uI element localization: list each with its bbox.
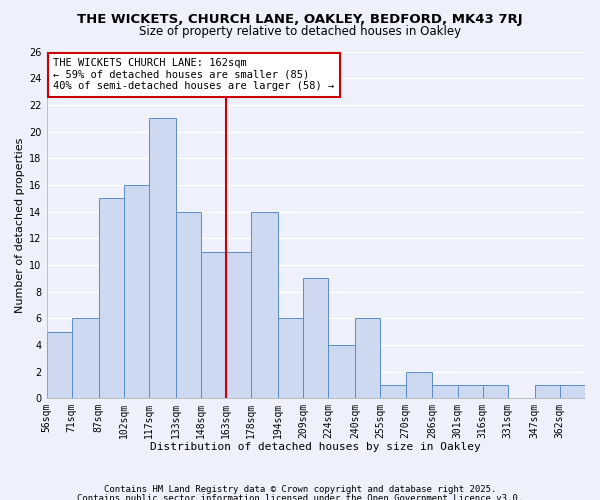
Text: Contains public sector information licensed under the Open Government Licence v3: Contains public sector information licen… bbox=[77, 494, 523, 500]
Text: THE WICKETS, CHURCH LANE, OAKLEY, BEDFORD, MK43 7RJ: THE WICKETS, CHURCH LANE, OAKLEY, BEDFOR… bbox=[77, 12, 523, 26]
Bar bbox=[47, 332, 71, 398]
Bar bbox=[251, 212, 278, 398]
Bar bbox=[176, 212, 201, 398]
Y-axis label: Number of detached properties: Number of detached properties bbox=[15, 137, 25, 312]
Bar bbox=[482, 385, 508, 398]
Bar bbox=[406, 372, 433, 398]
Bar bbox=[124, 185, 149, 398]
Bar bbox=[149, 118, 176, 398]
Bar bbox=[458, 385, 482, 398]
Bar bbox=[380, 385, 406, 398]
Bar bbox=[328, 345, 355, 398]
Bar bbox=[560, 385, 585, 398]
Bar bbox=[98, 198, 124, 398]
Bar bbox=[303, 278, 328, 398]
Bar bbox=[278, 318, 303, 398]
Bar bbox=[355, 318, 380, 398]
Text: Size of property relative to detached houses in Oakley: Size of property relative to detached ho… bbox=[139, 25, 461, 38]
Text: THE WICKETS CHURCH LANE: 162sqm
← 59% of detached houses are smaller (85)
40% of: THE WICKETS CHURCH LANE: 162sqm ← 59% of… bbox=[53, 58, 334, 92]
Bar bbox=[433, 385, 458, 398]
Text: Contains HM Land Registry data © Crown copyright and database right 2025.: Contains HM Land Registry data © Crown c… bbox=[104, 485, 496, 494]
Bar bbox=[201, 252, 226, 398]
Bar bbox=[71, 318, 98, 398]
Bar bbox=[535, 385, 560, 398]
Bar bbox=[226, 252, 251, 398]
X-axis label: Distribution of detached houses by size in Oakley: Distribution of detached houses by size … bbox=[151, 442, 481, 452]
